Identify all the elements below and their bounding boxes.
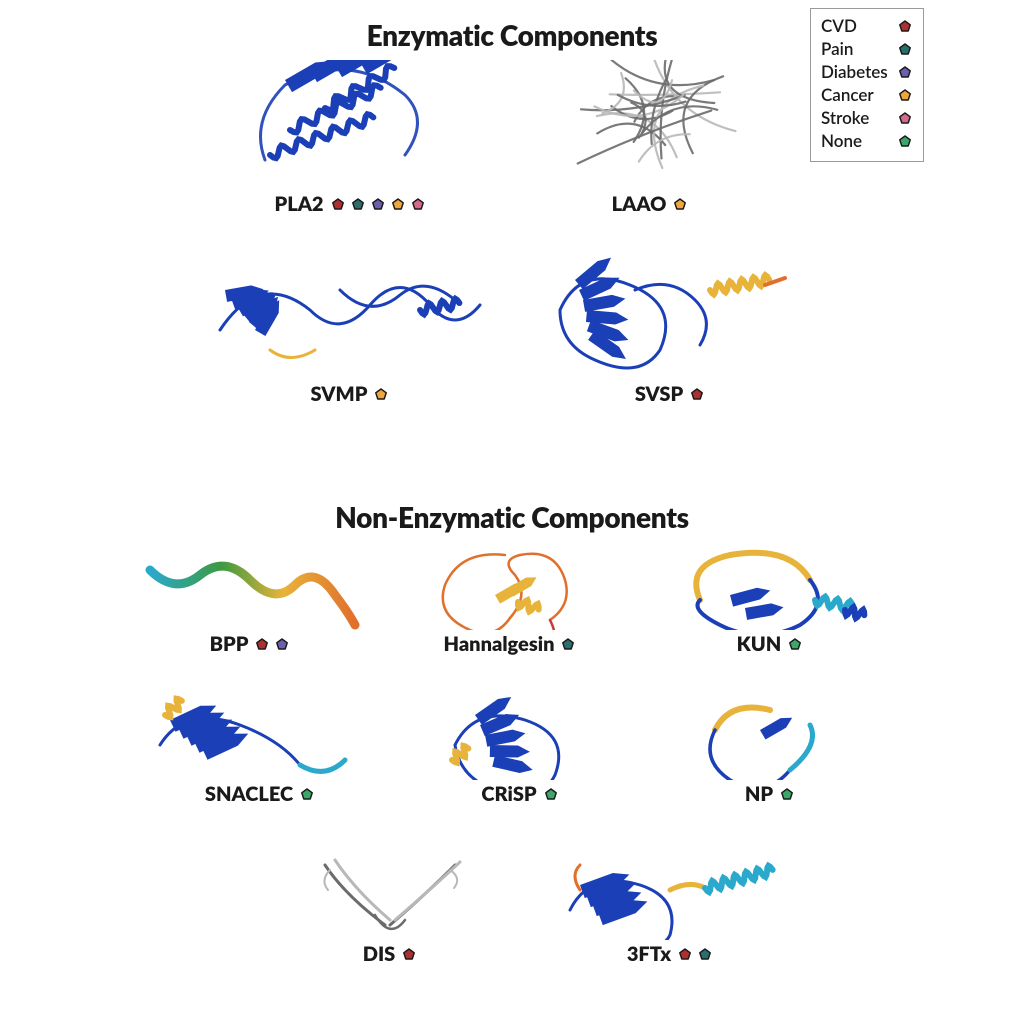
protein-label-row: SNACLEC: [205, 782, 315, 806]
pentagon-cvd-icon: [402, 947, 416, 961]
nonenzymatic-title: Non-Enzymatic Components: [0, 500, 1024, 534]
protein-structure-icon: [130, 540, 370, 630]
protein-name: Hannalgesin: [444, 632, 555, 656]
pentagon-none-icon: [780, 787, 794, 801]
protein-CRiSP: CRiSP: [420, 690, 620, 806]
pentagon-stroke-icon: [898, 111, 912, 125]
protein-label-row: NP: [745, 782, 795, 806]
protein-KUN: KUN: [660, 540, 880, 656]
legend-label: Pain: [821, 38, 891, 61]
protein-structure-icon: [540, 250, 800, 380]
pentagon-none-icon: [544, 787, 558, 801]
pentagon-cvd-icon: [898, 19, 912, 33]
legend-label: Diabetes: [821, 61, 891, 84]
protein-structure-icon: [130, 690, 390, 780]
protein-label-row: PLA2: [274, 192, 425, 216]
pentagon-diabetes-icon: [275, 637, 289, 651]
legend: CVDPainDiabetesCancerStrokeNone: [810, 8, 924, 162]
legend-row-diabetes: Diabetes: [821, 61, 913, 84]
protein-name: SVSP: [635, 382, 683, 406]
pentagon-none-icon: [300, 787, 314, 801]
protein-label-row: SVMP: [311, 382, 390, 406]
pentagon-diabetes-icon: [371, 197, 385, 211]
pentagon-cancer-icon: [898, 88, 912, 102]
pentagon-cancer-icon: [673, 197, 687, 211]
pentagon-pain-icon: [698, 947, 712, 961]
pentagon-pain-icon: [561, 637, 575, 651]
legend-row-pain: Pain: [821, 38, 913, 61]
pentagon-none-icon: [788, 637, 802, 651]
legend-row-cancer: Cancer: [821, 84, 913, 107]
protein-structure-icon: [420, 690, 620, 780]
protein-name: NP: [745, 782, 773, 806]
protein-structure-icon: [400, 540, 620, 630]
protein-structure-icon: [540, 60, 760, 190]
protein-NP: NP: [670, 690, 870, 806]
pentagon-cancer-icon: [391, 197, 405, 211]
protein-SVSP: SVSP: [540, 250, 800, 406]
protein-structure-icon: [540, 840, 800, 940]
pentagon-cvd-icon: [690, 387, 704, 401]
legend-row-cvd: CVD: [821, 15, 913, 38]
legend-label: Stroke: [821, 107, 891, 130]
protein-label-row: CRiSP: [481, 782, 558, 806]
pentagon-pain-icon: [351, 197, 365, 211]
protein-name: DIS: [363, 942, 396, 966]
legend-label: None: [821, 130, 891, 153]
protein-SVMP: SVMP: [200, 250, 500, 406]
pentagon-cancer-icon: [374, 387, 388, 401]
pentagon-cvd-icon: [678, 947, 692, 961]
protein-SNACLEC: SNACLEC: [130, 690, 390, 806]
protein-label-row: Hannalgesin: [444, 632, 577, 656]
protein-name: 3FTx: [627, 942, 671, 966]
protein-structure-icon: [230, 60, 470, 190]
protein-name: PLA2: [274, 192, 323, 216]
protein-label-row: BPP: [210, 632, 291, 656]
pentagon-cvd-icon: [331, 197, 345, 211]
pentagon-stroke-icon: [411, 197, 425, 211]
protein-DIS: DIS: [290, 840, 490, 966]
pentagon-diabetes-icon: [898, 65, 912, 79]
legend-row-stroke: Stroke: [821, 107, 913, 130]
protein-structure-icon: [200, 250, 500, 380]
legend-label: Cancer: [821, 84, 891, 107]
pentagon-cvd-icon: [255, 637, 269, 651]
protein-name: SNACLEC: [205, 782, 293, 806]
pentagon-none-icon: [898, 134, 912, 148]
protein-Hannalgesin: Hannalgesin: [400, 540, 620, 656]
protein-name: SVMP: [311, 382, 368, 406]
protein-name: BPP: [210, 632, 249, 656]
protein-label-row: DIS: [363, 942, 418, 966]
protein-name: KUN: [737, 632, 782, 656]
protein-LAAO: LAAO: [540, 60, 760, 216]
protein-label-row: 3FTx: [627, 942, 713, 966]
protein-name: LAAO: [612, 192, 667, 216]
protein-name: CRiSP: [481, 782, 536, 806]
legend-label: CVD: [821, 15, 891, 38]
protein-structure-icon: [660, 540, 880, 630]
legend-row-none: None: [821, 130, 913, 153]
protein-label-row: LAAO: [612, 192, 689, 216]
pentagon-pain-icon: [898, 42, 912, 56]
protein-structure-icon: [670, 690, 870, 780]
protein-structure-icon: [290, 840, 490, 940]
protein-label-row: SVSP: [635, 382, 705, 406]
protein-BPP: BPP: [130, 540, 370, 656]
protein-PLA2: PLA2: [230, 60, 470, 216]
protein-label-row: KUN: [737, 632, 804, 656]
protein-3FTx: 3FTx: [540, 840, 800, 966]
